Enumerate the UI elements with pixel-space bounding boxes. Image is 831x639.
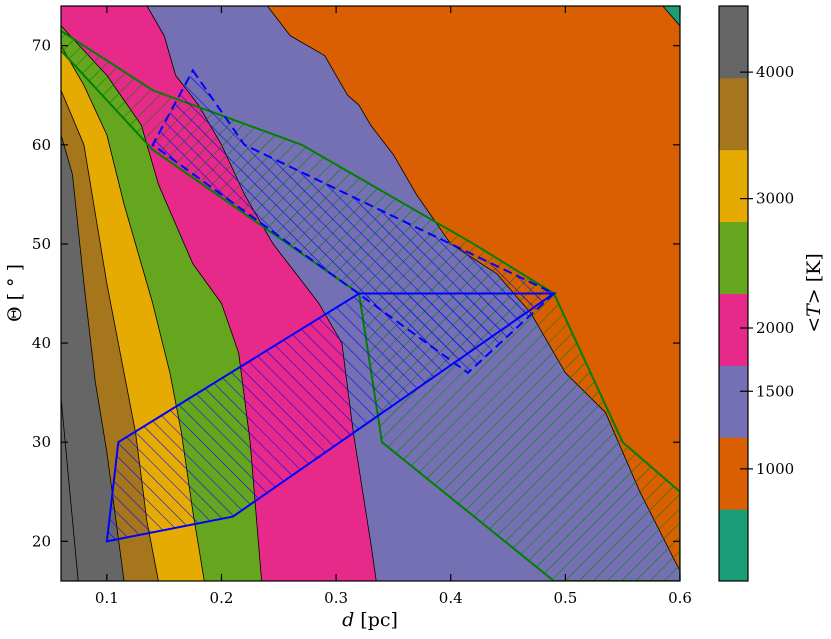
plot-area: 0.1 0.2 0.3 0.4 0.5 0.6 20 30 40 50 60 70 (32, 5, 692, 607)
colorbar-level (719, 509, 748, 582)
colorbar-level (719, 293, 748, 366)
x-tick-label: 0.1 (95, 589, 119, 607)
y-axis-label: Θ [ ° ] (4, 264, 26, 322)
y-tick-label: 30 (32, 433, 51, 451)
x-tick-label: 0.6 (668, 589, 692, 607)
colorbar: 1000 1500 2000 3000 4000 <T> [K] (718, 5, 825, 582)
x-axis-variable: d (342, 609, 354, 631)
x-tick-label: 0.5 (553, 589, 577, 607)
colorbar-level (719, 77, 748, 151)
x-tick-label: 0.2 (210, 589, 234, 607)
y-tick-label: 70 (32, 37, 51, 55)
colorbar-label: <T> [K] (803, 253, 825, 333)
x-tick-label: 0.3 (324, 589, 348, 607)
hatched-region-fill (152, 70, 554, 373)
x-axis-unit: [pc] (354, 609, 398, 631)
hatched-region-fill (106, 293, 554, 542)
colorbar-tick-label: 3000 (756, 190, 794, 208)
colorbar-level (719, 365, 748, 438)
y-axis-variable: Θ (4, 306, 26, 322)
region-outline-dashed (151, 68, 556, 375)
contour-band (61, 134, 125, 581)
colorbar-level (719, 149, 748, 223)
plot-frame (60, 5, 681, 582)
colorbar-tick-label: 2000 (756, 319, 794, 337)
contour-band (662, 6, 680, 27)
colorbar-tick-label: 1500 (756, 382, 794, 400)
y-tick-label: 60 (32, 136, 51, 154)
y-tick-label: 40 (32, 334, 51, 352)
colorbar-level (719, 221, 748, 294)
x-axis-label: d [pc] (342, 609, 398, 631)
colorbar-tick-label: 1000 (756, 460, 794, 478)
contour-band (61, 397, 79, 581)
y-axis-unit: [ ° ] (4, 264, 26, 306)
x-tick-label: 0.4 (439, 589, 463, 607)
y-tick-label: 50 (32, 235, 51, 253)
colorbar-frame (718, 5, 749, 582)
colorbar-level (719, 437, 748, 510)
x-axis-ticks: 0.1 0.2 0.3 0.4 0.5 0.6 (95, 6, 692, 607)
y-axis-ticks: 20 30 40 50 60 70 (32, 37, 680, 550)
y-tick-label: 20 (32, 532, 51, 550)
colorbar-level (719, 6, 748, 79)
colorbar-tick-label: 4000 (756, 63, 794, 81)
